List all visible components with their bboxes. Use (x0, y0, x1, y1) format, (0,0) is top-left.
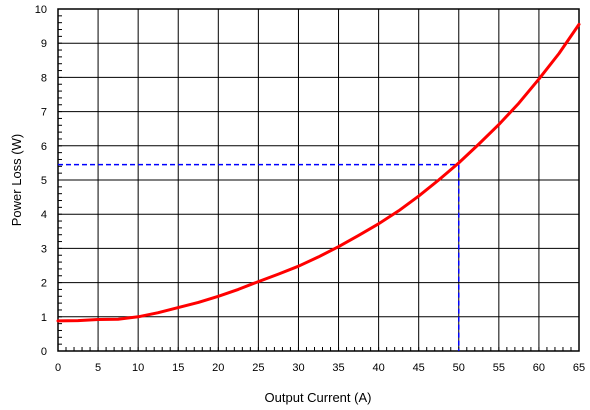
x-tick-label: 45 (413, 362, 425, 374)
y-tick-labels: 0 1 2 3 4 5 6 7 8 9 10 (35, 4, 47, 358)
y-tick-label: 9 (41, 38, 47, 50)
x-tick-label: 35 (332, 362, 344, 374)
x-tick-label: 20 (212, 362, 224, 374)
x-tick-label: 30 (292, 362, 304, 374)
x-tick-label: 15 (172, 362, 184, 374)
x-tick-label: 60 (533, 362, 545, 374)
y-tick-label: 5 (41, 175, 47, 187)
y-tick-label: 6 (41, 141, 47, 153)
x-tick-label: 0 (55, 362, 61, 374)
y-tick-label: 0 (41, 346, 47, 358)
x-tick-label: 25 (252, 362, 264, 374)
y-tick-label: 7 (41, 107, 47, 119)
y-tick-label: 8 (41, 72, 47, 84)
series-group (56, 22, 581, 323)
y-tick-label: 10 (35, 4, 47, 16)
reference-lines (58, 163, 460, 351)
x-tick-label: 10 (132, 362, 144, 374)
y-tick-label: 4 (41, 209, 47, 221)
x-tick-label: 5 (95, 362, 101, 374)
y-axis-label: Power Loss (W) (9, 134, 24, 226)
x-tick-label: 65 (573, 362, 585, 374)
power-loss-series-line (56, 22, 581, 323)
y-tick-label: 1 (41, 312, 47, 324)
x-tick-label: 50 (453, 362, 465, 374)
y-tick-label: 2 (41, 278, 47, 290)
x-tick-labels: 0 5 10 15 20 25 30 35 40 45 50 55 60 65 (55, 362, 585, 374)
plot-frame (57, 8, 580, 352)
x-tick-label: 40 (372, 362, 384, 374)
x-axis-label: Output Current (A) (265, 390, 372, 405)
y-tick-label: 3 (41, 243, 47, 255)
x-tick-label: 55 (493, 362, 505, 374)
